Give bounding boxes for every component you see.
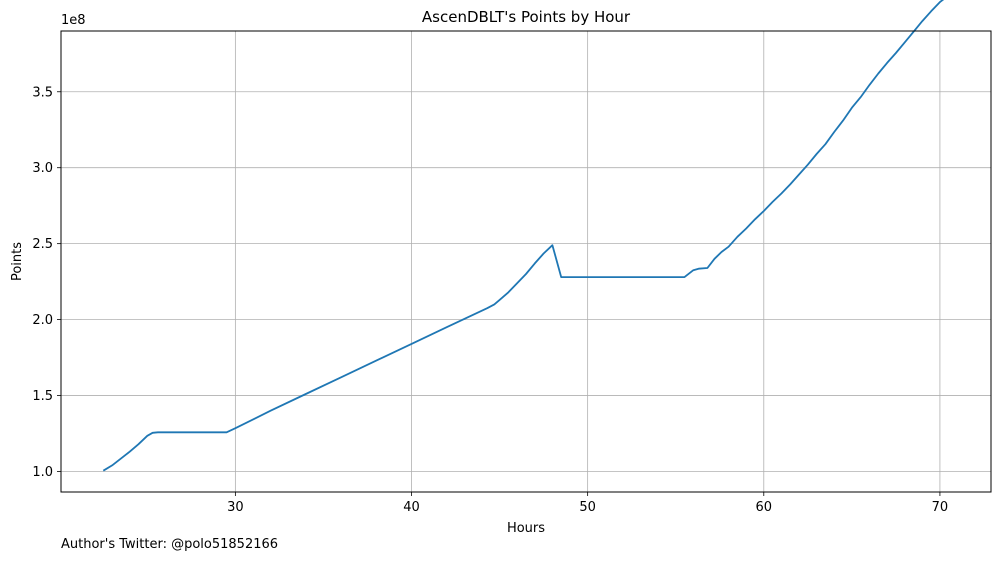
series-line (102, 0, 945, 472)
x-tick-label: 50 (579, 500, 596, 515)
x-axis-label: Hours (507, 521, 545, 536)
x-tick-label: 40 (403, 500, 420, 515)
x-tick-label: 60 (756, 500, 773, 515)
x-tick-label: 30 (227, 500, 244, 515)
y-axis-offset-label: 1e8 (61, 13, 86, 28)
x-tick-label: 70 (932, 500, 949, 515)
series-layer (102, 0, 945, 472)
y-tick-label: 3.0 (32, 161, 53, 176)
grid (61, 31, 991, 492)
y-tick-label: 2.5 (32, 237, 53, 252)
y-tick-label: 1.5 (32, 389, 53, 404)
y-tick-label: 1.0 (32, 465, 53, 480)
y-tick-label: 3.5 (32, 85, 53, 100)
chart-title: AscenDBLT's Points by Hour (422, 8, 631, 26)
author-note: Author's Twitter: @polo51852166 (61, 537, 279, 552)
ticks: 30 40 50 60 70 1.0 1.5 2.0 2.5 3.0 3.5 (32, 85, 948, 515)
axes-frame (60, 30, 992, 493)
y-axis-label: Points (10, 242, 25, 281)
y-tick-label: 2.0 (32, 313, 53, 328)
